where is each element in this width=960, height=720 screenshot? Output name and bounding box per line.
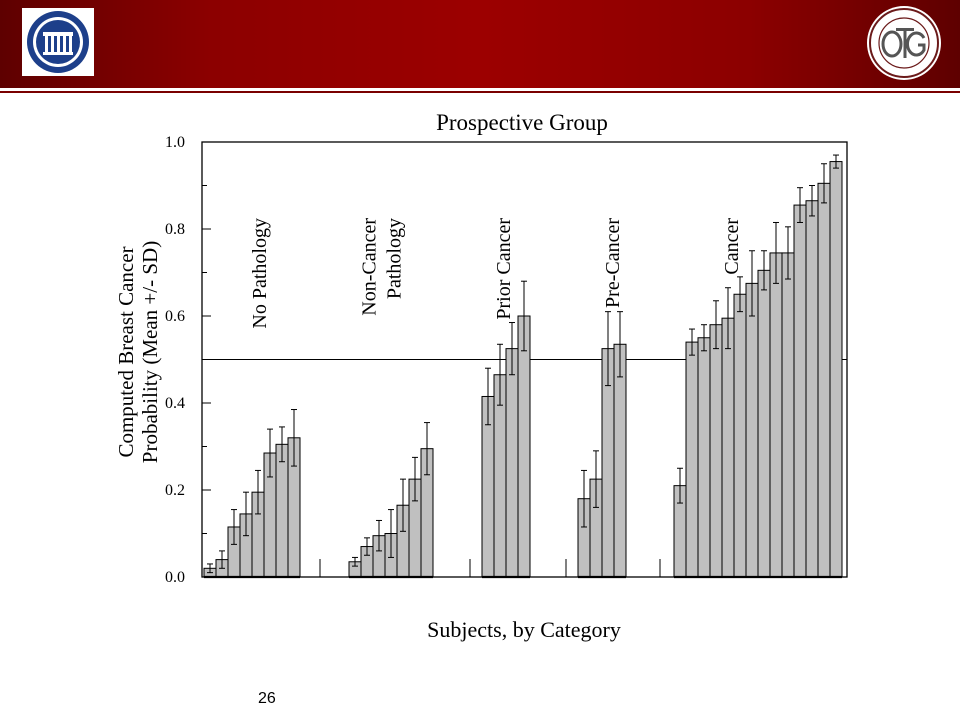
bar: [817, 182, 831, 578]
y-tick-label: 1.0: [165, 134, 185, 151]
bar: [793, 204, 807, 578]
bar: [721, 317, 735, 578]
header-banner: [0, 0, 960, 88]
y-tick-label: 0.4: [165, 395, 185, 412]
group-label: Pre-Cancer: [602, 218, 624, 308]
y-tick-label: 0.0: [165, 569, 185, 586]
bar: [829, 161, 843, 578]
group-label: Non-Cancer: [359, 218, 381, 316]
bar: [745, 282, 759, 578]
bar: [757, 269, 771, 578]
bar: [685, 341, 699, 578]
bar: [733, 293, 747, 578]
group-label: Prior Cancer: [493, 218, 515, 320]
bar: [781, 252, 795, 578]
chart-title: Prospective Group: [436, 110, 608, 135]
group-label: Cancer: [721, 218, 743, 275]
y-tick-label: 0.2: [165, 482, 185, 499]
y-tick-label: 0.8: [165, 221, 185, 238]
bar: [697, 337, 711, 578]
bar: [805, 200, 819, 578]
otg-seal-logo: [862, 4, 946, 82]
y-axis-label-line2: Probability (Mean +/- SD): [138, 241, 162, 463]
header-divider: [0, 91, 960, 93]
bar: [517, 315, 531, 578]
x-axis-label: Subjects, by Category: [427, 617, 621, 642]
bar: [275, 443, 289, 578]
bar: [709, 324, 723, 578]
y-tick-label: 0.6: [165, 308, 185, 325]
page-number: 26: [258, 690, 276, 707]
bar: [613, 343, 627, 578]
y-axis-label-line1: Computed Breast Cancer: [114, 246, 138, 457]
group-label: Pathology: [384, 218, 406, 299]
group-label: No Pathology: [249, 218, 271, 329]
bar: [769, 252, 783, 578]
university-seal-logo: [22, 8, 94, 76]
bar: [505, 348, 519, 578]
